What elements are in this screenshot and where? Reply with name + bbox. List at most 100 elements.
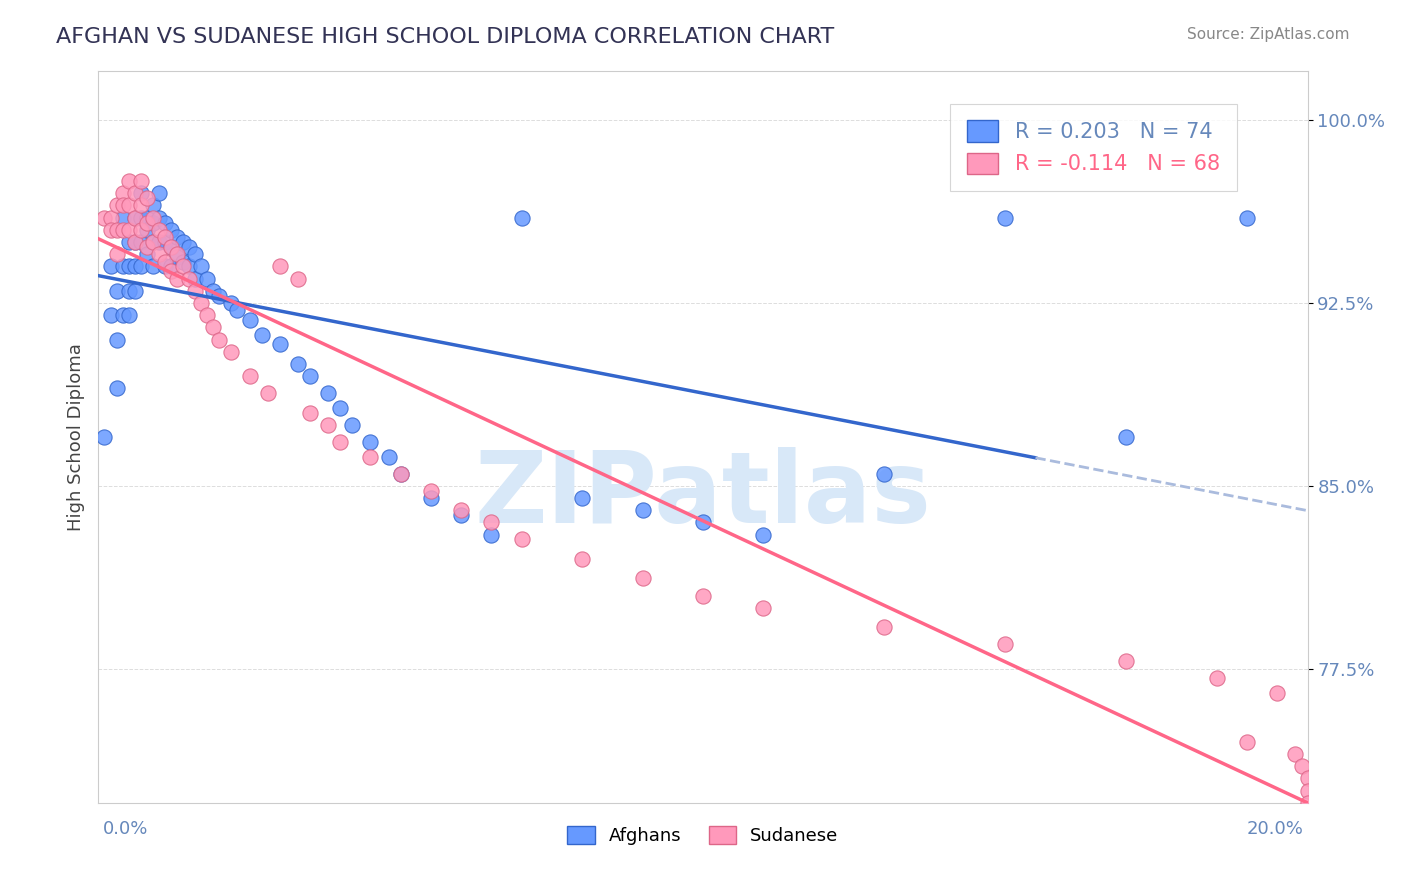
Point <box>481 516 503 530</box>
Point <box>184 271 207 285</box>
Point <box>1296 808 1319 822</box>
Point <box>631 503 654 517</box>
Point <box>118 235 141 249</box>
Point <box>142 211 165 225</box>
Point <box>124 260 146 274</box>
Point <box>1115 430 1137 444</box>
Point <box>166 271 188 285</box>
Point <box>316 386 339 401</box>
Point <box>124 235 146 249</box>
Point <box>631 572 654 586</box>
Point <box>1296 772 1319 786</box>
Point <box>256 386 278 401</box>
Point <box>100 308 122 322</box>
Point <box>105 381 128 395</box>
Point <box>221 344 243 359</box>
Point <box>148 235 170 249</box>
Point <box>481 527 503 541</box>
Point <box>202 320 225 334</box>
Point <box>329 401 352 415</box>
Point <box>190 260 212 274</box>
Point <box>1291 759 1313 773</box>
Point <box>129 260 152 274</box>
Point <box>269 260 291 274</box>
Point <box>166 230 188 244</box>
Point <box>208 333 231 347</box>
Point <box>1236 211 1258 225</box>
Point <box>692 589 714 603</box>
Point <box>111 211 134 225</box>
Point <box>389 467 412 481</box>
Point <box>172 235 194 249</box>
Point <box>135 223 157 237</box>
Text: 20.0%: 20.0% <box>1247 820 1303 838</box>
Point <box>342 417 364 432</box>
Point <box>1296 796 1319 810</box>
Point <box>105 198 128 212</box>
Point <box>208 288 231 302</box>
Text: ZIPatlas: ZIPatlas <box>475 447 931 544</box>
Point <box>124 284 146 298</box>
Point <box>93 430 115 444</box>
Point <box>202 284 225 298</box>
Point <box>153 260 176 274</box>
Point <box>160 264 183 278</box>
Point <box>195 308 218 322</box>
Point <box>135 211 157 225</box>
Point <box>100 223 122 237</box>
Y-axis label: High School Diploma: High School Diploma <box>66 343 84 531</box>
Point <box>994 211 1017 225</box>
Point <box>360 434 382 449</box>
Point <box>153 235 176 249</box>
Point <box>1267 686 1289 700</box>
Point <box>239 313 262 327</box>
Point <box>142 235 165 249</box>
Point <box>226 303 249 318</box>
Point <box>287 357 309 371</box>
Point <box>129 235 152 249</box>
Point <box>100 260 122 274</box>
Point <box>142 260 165 274</box>
Point <box>135 191 157 205</box>
Point <box>450 503 472 517</box>
Point <box>184 247 207 261</box>
Point <box>179 260 201 274</box>
Point <box>1296 783 1319 797</box>
Point <box>994 637 1017 651</box>
Point <box>172 254 194 268</box>
Point <box>160 260 183 274</box>
Point <box>100 211 122 225</box>
Point <box>105 284 128 298</box>
Point <box>111 186 134 201</box>
Point <box>105 333 128 347</box>
Point <box>221 296 243 310</box>
Point <box>148 223 170 237</box>
Point <box>287 271 309 285</box>
Point <box>250 327 273 342</box>
Point <box>148 247 170 261</box>
Point <box>752 600 775 615</box>
Point <box>124 211 146 225</box>
Text: Source: ZipAtlas.com: Source: ZipAtlas.com <box>1187 27 1350 42</box>
Point <box>111 308 134 322</box>
Text: 0.0%: 0.0% <box>103 820 148 838</box>
Point <box>873 620 896 634</box>
Point <box>299 369 322 384</box>
Point <box>450 508 472 522</box>
Point <box>571 552 593 566</box>
Point <box>316 417 339 432</box>
Point <box>129 211 152 225</box>
Point <box>692 516 714 530</box>
Point <box>118 174 141 188</box>
Point <box>360 450 382 464</box>
Point <box>269 337 291 351</box>
Legend: Afghans, Sudanese: Afghans, Sudanese <box>560 819 846 852</box>
Point <box>135 247 157 261</box>
Point <box>105 223 128 237</box>
Point <box>153 215 176 229</box>
Point <box>111 198 134 212</box>
Point <box>111 260 134 274</box>
Point <box>160 240 183 254</box>
Point <box>166 250 188 264</box>
Point <box>129 186 152 201</box>
